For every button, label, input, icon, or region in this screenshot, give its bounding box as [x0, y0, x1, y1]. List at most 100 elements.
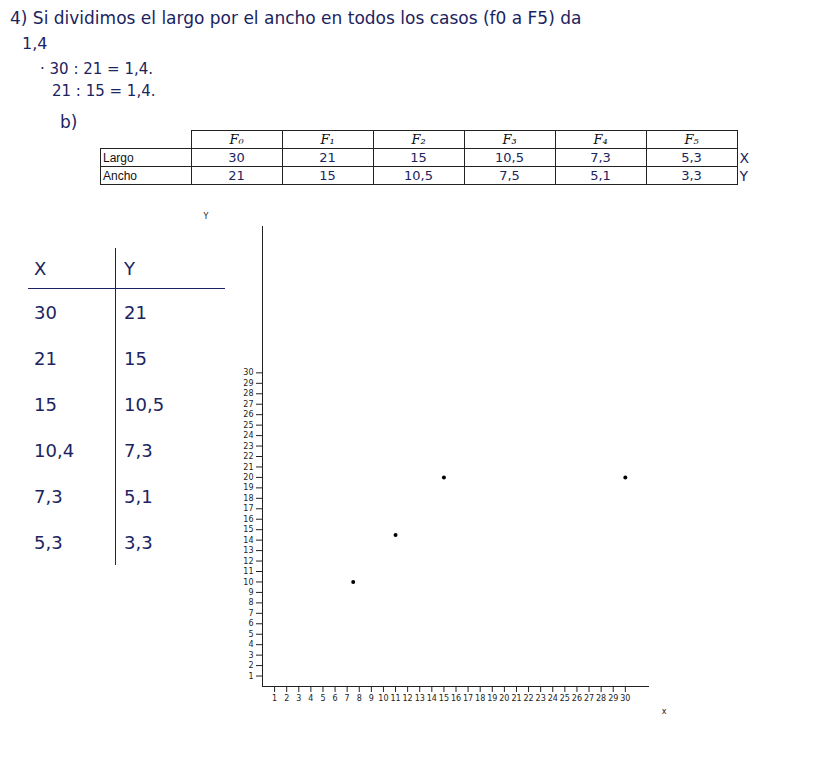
html-text:21: 21: [319, 150, 336, 165]
html-text:5,1: 5,1: [590, 168, 611, 183]
svg-text:11: 11: [243, 567, 253, 576]
svg-text:18: 18: [475, 694, 485, 703]
svg-text:x: x: [662, 707, 667, 716]
svg-text:17: 17: [243, 504, 253, 513]
html-text:7,3: 7,3: [590, 150, 611, 165]
html-text:7,5: 7,5: [499, 168, 520, 183]
html-text:· 30 : 21 = 1,4.: · 30 : 21 = 1,4.: [40, 60, 153, 78]
svg-text:13: 13: [243, 546, 253, 555]
html-text:F₄: F₄: [593, 132, 608, 147]
svg-text:10: 10: [378, 694, 388, 703]
svg-text:17: 17: [463, 694, 473, 703]
html-text:21 : 15 = 1,4.: 21 : 15 = 1,4.: [52, 82, 156, 100]
svg-text:25: 25: [243, 421, 253, 430]
svg-text:28: 28: [243, 389, 253, 398]
svg-text:4: 4: [308, 694, 313, 703]
svg-text:7: 7: [248, 609, 253, 618]
svg-text:15: 15: [243, 525, 253, 534]
svg-text:4: 4: [248, 640, 253, 649]
html-text:15: 15: [319, 168, 336, 183]
svg-text:10: 10: [243, 578, 253, 587]
html-text:5,3: 5,3: [681, 150, 702, 165]
html-text:5,1: 5,1: [124, 485, 153, 507]
html-text:21: 21: [34, 347, 57, 369]
svg-text:22: 22: [243, 452, 253, 461]
html-text:15: 15: [34, 393, 57, 415]
html-text:30: 30: [228, 150, 245, 165]
svg-text:16: 16: [243, 515, 253, 524]
svg-text:21: 21: [511, 694, 521, 703]
html-text:Ancho: Ancho: [103, 168, 137, 183]
svg-text:5: 5: [248, 630, 253, 639]
html-text:X: X: [34, 257, 47, 279]
svg-text:6: 6: [248, 619, 253, 628]
svg-text:3: 3: [296, 694, 301, 703]
svg-text:26: 26: [243, 410, 253, 419]
html-text:F₁: F₁: [320, 132, 335, 147]
svg-text:12: 12: [243, 557, 253, 566]
svg-text:14: 14: [243, 536, 253, 545]
svg-text:2: 2: [248, 661, 253, 670]
svg-text:9: 9: [248, 588, 253, 597]
html-text:3,3: 3,3: [681, 168, 702, 183]
svg-text:16: 16: [451, 694, 461, 703]
html-text:3,3: 3,3: [124, 531, 153, 553]
svg-text:19: 19: [487, 694, 497, 703]
svg-text:21: 21: [243, 463, 253, 472]
svg-text:13: 13: [415, 694, 425, 703]
svg-text:19: 19: [243, 483, 253, 492]
svg-text:5: 5: [320, 694, 325, 703]
html-text:Largo: Largo: [103, 150, 134, 165]
html-text:F₀: F₀: [229, 132, 244, 147]
svg-text:23: 23: [536, 694, 546, 703]
svg-text:27: 27: [584, 694, 594, 703]
svg-text:24: 24: [548, 694, 558, 703]
svg-text:11: 11: [390, 694, 400, 703]
svg-text:28: 28: [596, 694, 606, 703]
svg-text:29: 29: [608, 694, 618, 703]
svg-text:8: 8: [357, 694, 362, 703]
html-text:F₃: F₃: [502, 132, 517, 147]
html-text:10,5: 10,5: [495, 150, 524, 165]
svg-text:20: 20: [243, 473, 253, 482]
svg-text:7: 7: [345, 694, 350, 703]
svg-text:30: 30: [620, 694, 630, 703]
svg-text:25: 25: [560, 694, 570, 703]
svg-text:2: 2: [284, 694, 289, 703]
html-text:10,5: 10,5: [404, 168, 433, 183]
svg-text:Y: Y: [203, 212, 209, 221]
html-text:21: 21: [124, 301, 147, 323]
html-text:21: 21: [228, 168, 245, 183]
svg-text:9: 9: [369, 694, 374, 703]
html-text:1,4: 1,4: [22, 34, 48, 53]
html-text:30: 30: [34, 301, 57, 323]
html-text:10,4: 10,4: [34, 439, 75, 461]
svg-text:26: 26: [572, 694, 582, 703]
svg-text:1: 1: [272, 694, 277, 703]
html-text:5,3: 5,3: [34, 531, 63, 553]
svg-text:27: 27: [243, 400, 253, 409]
html-text:F₂: F₂: [411, 132, 426, 147]
html-text:7,3: 7,3: [34, 485, 63, 507]
svg-text:8: 8: [248, 598, 253, 607]
svg-text:6: 6: [333, 694, 338, 703]
svg-text:29: 29: [243, 379, 253, 388]
html-text:4) Si dividimos el largo por e: 4) Si dividimos el largo por el ancho en…: [10, 8, 582, 28]
svg-text:23: 23: [243, 442, 253, 451]
svg-text:3: 3: [248, 651, 253, 660]
svg-text:14: 14: [427, 694, 437, 703]
html-text:b): b): [60, 112, 78, 132]
svg-text:24: 24: [243, 431, 253, 440]
html-text:15: 15: [124, 347, 147, 369]
svg-text:30: 30: [243, 368, 253, 377]
html-text:15: 15: [410, 150, 427, 165]
svg-text:22: 22: [523, 694, 533, 703]
svg-text:18: 18: [243, 494, 253, 503]
svg-text:12: 12: [403, 694, 413, 703]
svg-text:1: 1: [248, 672, 253, 681]
html-text:10,5: 10,5: [124, 393, 165, 415]
html-text:F₅: F₅: [684, 132, 699, 147]
svg-text:20: 20: [499, 694, 509, 703]
html-text:7,3: 7,3: [124, 439, 153, 461]
svg-text:15: 15: [439, 694, 449, 703]
